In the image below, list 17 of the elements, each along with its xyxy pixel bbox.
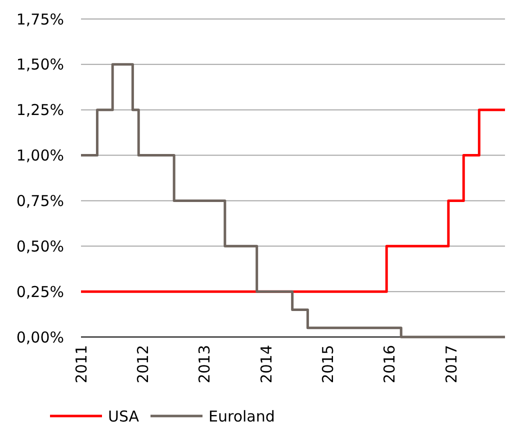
- y-tick-label: 0,25%: [16, 282, 64, 301]
- x-tick-label: 2011: [72, 345, 90, 384]
- legend-label: Euroland: [208, 407, 275, 426]
- y-tick-label: 1,75%: [16, 10, 64, 28]
- x-tick-label: 2013: [196, 345, 214, 384]
- x-tick-label: 2015: [319, 345, 338, 384]
- y-tick-label: 0,50%: [16, 237, 64, 256]
- legend-label: USA: [108, 407, 140, 426]
- y-tick-label: 1,50%: [16, 56, 64, 74]
- x-tick-label: 2012: [134, 345, 152, 384]
- y-tick-label: 0,75%: [16, 192, 64, 210]
- y-tick-label: 1,00%: [16, 146, 64, 165]
- x-tick-label: 2014: [257, 345, 276, 384]
- x-tick-label: 2016: [380, 345, 399, 384]
- x-tick-label: 2017: [442, 345, 461, 384]
- y-tick-label: 0,00%: [16, 328, 64, 346]
- y-tick-label: 1,25%: [16, 101, 64, 120]
